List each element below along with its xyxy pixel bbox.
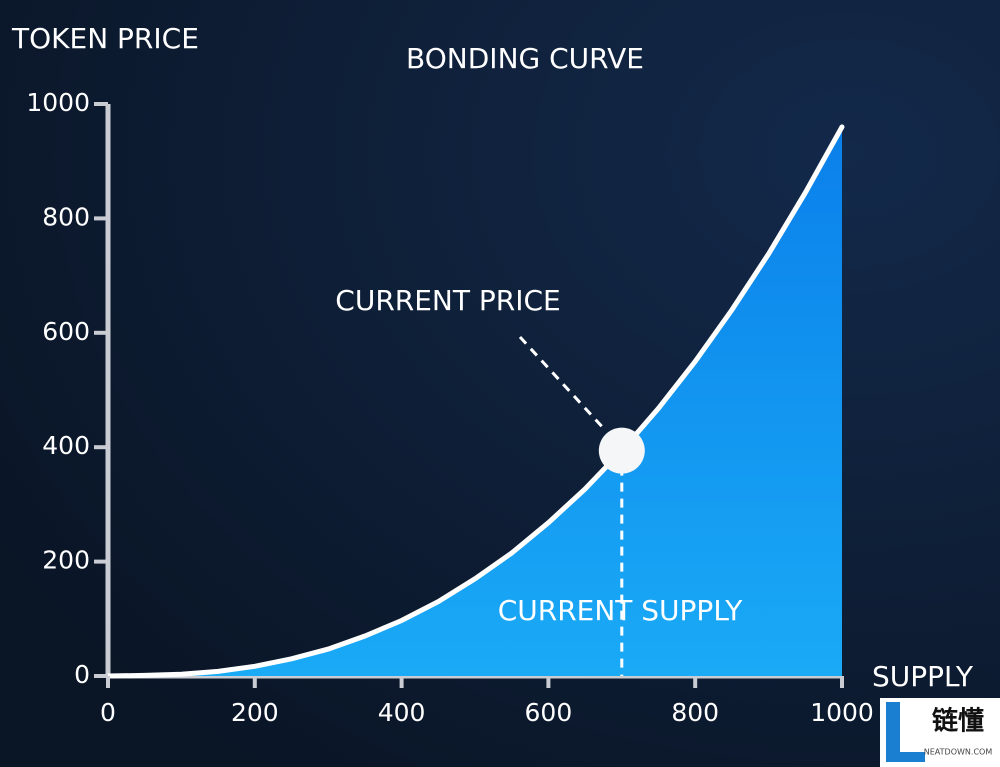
area [108,126,842,676]
x-tick-label: 600 [525,698,573,727]
x-tick-label: 800 [671,698,719,727]
price-leader [518,335,605,430]
chart-title: BONDING CURVE [406,42,644,75]
curve [105,124,845,679]
y-axis-label: TOKEN PRICE [11,22,199,55]
x-tick-label: 0 [100,698,116,727]
y-tick-label: 400 [42,431,90,460]
y-tick-label: 600 [42,317,90,346]
y-tick-label: 0 [74,660,90,689]
watermark-title: 链懂 [932,706,984,737]
x-tick-label: 200 [231,698,279,727]
watermark-subtitle: NEATDOWN.COM [924,748,993,757]
supply-label: CURRENT SUPPLY [498,594,744,627]
point-label: CURRENT PRICE [335,284,560,317]
watermark-logo [886,702,925,762]
plot: 0 200 400 600 800 1000 0 200 400 600 800 1000 [26,88,873,727]
y-tick-label: 200 [42,546,90,575]
y-tick-label: 800 [42,202,90,231]
x-tick-label: 400 [378,698,426,727]
y-tick-label: 1000 [26,88,90,117]
x-tick-label: 1000 [810,698,874,727]
current-point [598,427,645,474]
x-axis-label: SUPPLY [872,660,974,693]
